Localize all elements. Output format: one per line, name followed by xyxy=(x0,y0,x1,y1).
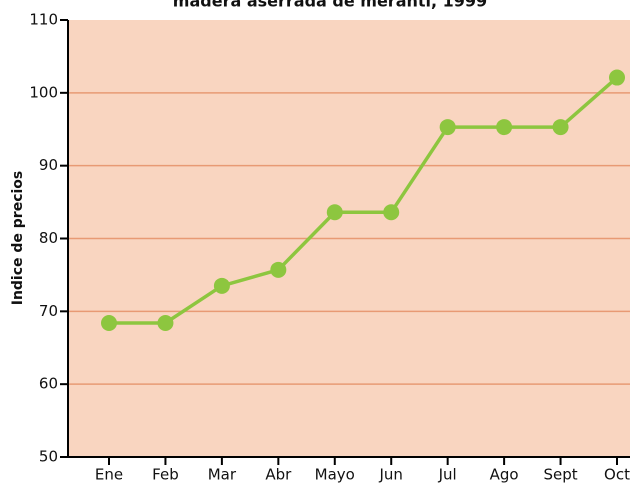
data-point xyxy=(101,314,117,331)
x-tick-label: Ago xyxy=(490,466,519,484)
series-line xyxy=(109,76,619,325)
x-tick-label: Jun xyxy=(379,466,403,484)
data-point xyxy=(270,261,287,278)
y-tick-label: 60 xyxy=(39,375,58,393)
y-axis-label: Indice de precios xyxy=(10,171,26,306)
y-tick-label: 70 xyxy=(39,302,58,320)
x-tick-label: Sept xyxy=(543,466,577,484)
data-point xyxy=(496,119,513,136)
y-tick-label: 100 xyxy=(29,83,58,101)
x-tick-label: Mayo xyxy=(315,466,355,484)
y-tick-label: 90 xyxy=(39,156,58,174)
data-point xyxy=(439,119,456,136)
data-point xyxy=(383,204,400,221)
x-tick-label: Oct xyxy=(604,466,630,484)
data-point xyxy=(157,314,174,331)
x-tick-label: Abr xyxy=(265,466,292,484)
data-point xyxy=(609,69,625,86)
y-tick-label: 80 xyxy=(39,229,58,247)
data-point xyxy=(326,204,343,221)
x-tick-label: Jul xyxy=(438,466,457,484)
y-tick-label: 50 xyxy=(39,448,58,466)
y-tick-label: 110 xyxy=(29,11,58,29)
x-tick-label: Ene xyxy=(95,466,123,484)
data-point xyxy=(552,119,569,136)
data-point xyxy=(213,277,230,294)
chart-title: madera aserrada de meranti, 1999 xyxy=(173,0,487,11)
x-tick-label: Mar xyxy=(208,466,237,484)
x-tick-label: Feb xyxy=(152,466,179,484)
